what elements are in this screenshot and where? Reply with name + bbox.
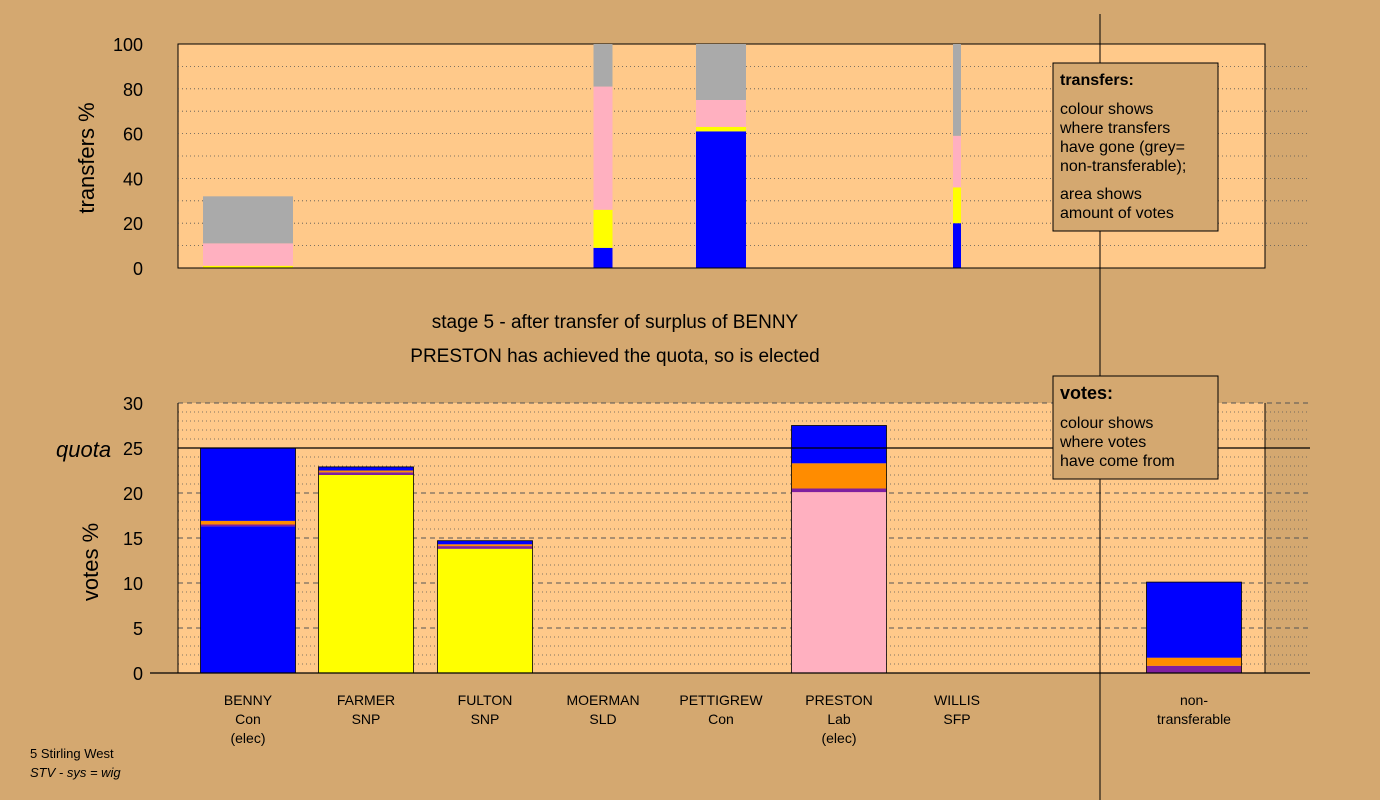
votes-y-tick: 25 (123, 439, 143, 459)
transfers-y-tick: 80 (123, 80, 143, 100)
votes-y-tick: 15 (123, 529, 143, 549)
transfer-segment-moerman (593, 86, 613, 210)
constituency-label: 5 Stirling West (30, 746, 114, 761)
transfer-segment-pettigrew (696, 131, 746, 268)
vote-segment-farmer (318, 466, 414, 471)
candidate-label-line: PRESTON (805, 692, 872, 708)
candidate-label-line: BENNY (224, 692, 273, 708)
vote-segment-benny (200, 524, 296, 527)
transfer-segment-willis (953, 135, 961, 188)
votes-y-tick: 20 (123, 484, 143, 504)
transfers-legend-line-6: amount of votes (1060, 205, 1174, 222)
transfer-segment-moerman (593, 209, 613, 248)
vote-segment-fulton (437, 544, 533, 547)
transfers-legend-line-3: have gone (grey= (1060, 139, 1185, 156)
votes-y-ticks: 0 5 10 15 20 25 30 (123, 394, 143, 684)
vote-segment-fulton (437, 540, 533, 545)
transfer-segment-willis (953, 44, 961, 136)
candidate-label-line: MOERMAN (566, 692, 639, 708)
vote-segment-preston (791, 488, 887, 493)
vote-segment-non-transferable (1146, 582, 1242, 658)
vote-segment-benny (200, 520, 296, 525)
transfer-segment-pettigrew (696, 100, 746, 127)
transfer-segment-pettigrew (696, 126, 746, 132)
candidate-label-line: Con (235, 711, 261, 727)
candidate-label-line: FARMER (337, 692, 395, 708)
vote-segment-preston (791, 463, 887, 489)
transfers-y-axis-label: transfers % (74, 102, 99, 213)
candidate-labels: BENNY Con (elec) FARMER SNP FULTON SNP MOERMAN S… (224, 692, 1231, 746)
candidate-label-line: SFP (943, 711, 970, 727)
transfers-y-tick: 0 (133, 259, 143, 279)
vote-segment-fulton (437, 548, 533, 673)
transfers-gridlines (178, 66, 1310, 247)
vote-segment-non-transferable (1146, 665, 1242, 673)
vote-segment-benny (200, 448, 296, 521)
transfers-legend-line-1: colour shows (1060, 101, 1153, 118)
transfers-y-tick: 40 (123, 169, 143, 189)
transfer-segment-pettigrew (696, 44, 746, 100)
vote-segment-farmer (318, 470, 414, 473)
votes-legend-line-3: have come from (1060, 453, 1175, 470)
votes-legend-title: votes: (1060, 383, 1113, 403)
votes-legend-line-2: where votes (1059, 434, 1146, 451)
transfers-y-tick: 20 (123, 214, 143, 234)
votes-legend: votes: colour shows where votes have com… (1052, 375, 1219, 480)
transfer-segment-benny (203, 196, 293, 244)
transfers-legend: transfers: colour shows where transfers … (1052, 62, 1219, 232)
transfers-legend-line-4: non-transferable); (1060, 158, 1186, 175)
transfer-segment-willis (953, 223, 961, 268)
vote-segment-fulton (437, 546, 533, 549)
vote-segment-non-transferable (1146, 657, 1242, 666)
candidate-label-line: (elec) (821, 730, 856, 746)
votes-y-tick: 0 (133, 664, 143, 684)
candidate-label-line: SNP (471, 711, 500, 727)
system-label: STV - sys = wig (30, 765, 121, 780)
candidate-label-line: Con (708, 711, 734, 727)
vote-segment-benny (200, 526, 296, 673)
votes-legend-line-1: colour shows (1060, 415, 1153, 432)
transfer-segment-benny (203, 265, 293, 268)
vote-segment-preston (791, 492, 887, 673)
votes-y-axis-label: votes % (78, 523, 103, 601)
transfers-bars (178, 44, 1265, 269)
transfers-legend-line-2: where transfers (1059, 120, 1170, 137)
transfers-y-ticks: 0 20 40 60 80 100 (113, 35, 143, 279)
candidate-label-line: (elec) (230, 730, 265, 746)
candidate-label-line: non- (1180, 692, 1208, 708)
transfer-segment-benny (203, 243, 293, 266)
stage-status-line-1: stage 5 - after transfer of surplus of B… (432, 312, 799, 333)
quota-label: quota (56, 437, 111, 462)
transfer-segment-moerman (593, 247, 613, 268)
candidate-label-line: FULTON (458, 692, 513, 708)
candidate-label-line: SLD (589, 711, 616, 727)
transfers-y-tick: 60 (123, 125, 143, 145)
votes-bars (150, 425, 1310, 674)
candidate-label-line: WILLIS (934, 692, 980, 708)
transfers-y-tick: 100 (113, 35, 143, 55)
stage-status-line-2: PRESTON has achieved the quota, so is el… (410, 346, 819, 367)
candidate-label-line: PETTIGREW (679, 692, 763, 708)
transfers-legend-line-5: area shows (1060, 186, 1142, 203)
vote-segment-farmer (318, 472, 414, 475)
candidate-label-line: SNP (352, 711, 381, 727)
candidate-label-line: transferable (1157, 711, 1231, 727)
transfer-segment-moerman (593, 44, 613, 87)
candidate-label-line: Lab (827, 711, 851, 727)
transfers-legend-title: transfers: (1060, 72, 1134, 89)
votes-y-tick: 10 (123, 574, 143, 594)
votes-y-tick: 5 (133, 619, 143, 639)
transfer-segment-willis (953, 187, 961, 224)
votes-y-tick: 30 (123, 394, 143, 414)
vote-segment-preston (791, 425, 887, 464)
vote-segment-farmer (318, 475, 414, 673)
